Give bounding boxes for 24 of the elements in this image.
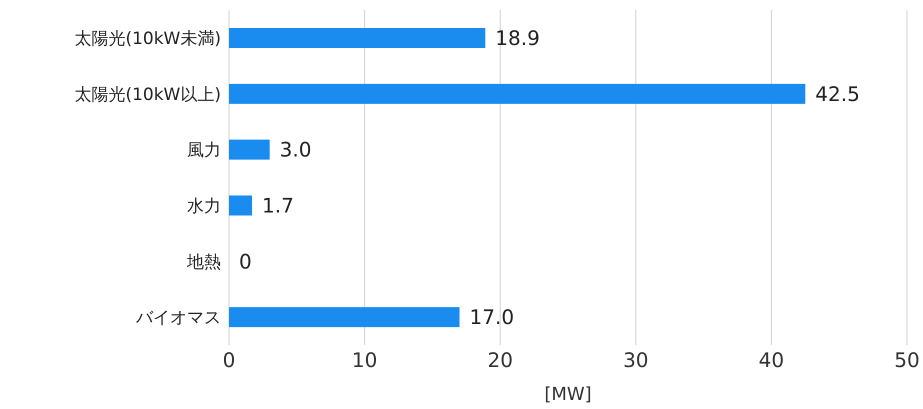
- y-tick-label: 太陽光(10kW以上): [74, 84, 221, 105]
- data-label: 3.0: [280, 138, 312, 162]
- data-label: 17.0: [470, 305, 514, 330]
- y-tick-label: 水力: [187, 196, 221, 216]
- x-tick-label: 20: [487, 348, 513, 372]
- y-tick-label: 太陽光(10kW未満): [74, 28, 221, 49]
- bar: [229, 84, 806, 104]
- x-axis-title: [MW]: [544, 384, 592, 405]
- bar: [229, 140, 270, 160]
- bar: [229, 28, 486, 48]
- y-tick-label: 地熱: [186, 252, 221, 272]
- y-tick-label: バイオマス: [135, 308, 221, 328]
- bar: [229, 196, 252, 216]
- data-label: 42.5: [815, 82, 860, 106]
- x-tick-label: 30: [623, 348, 649, 372]
- x-tick-label: 10: [352, 348, 378, 372]
- x-tick-label: 40: [758, 348, 784, 372]
- bar: [229, 307, 460, 328]
- data-label: 1.7: [262, 193, 294, 218]
- data-label: 18.9: [495, 26, 540, 50]
- y-tick-label: 風力: [187, 140, 221, 161]
- x-tick-label: 50: [894, 348, 920, 372]
- x-tick-label: 0: [222, 348, 236, 372]
- data-label: 0: [239, 249, 252, 274]
